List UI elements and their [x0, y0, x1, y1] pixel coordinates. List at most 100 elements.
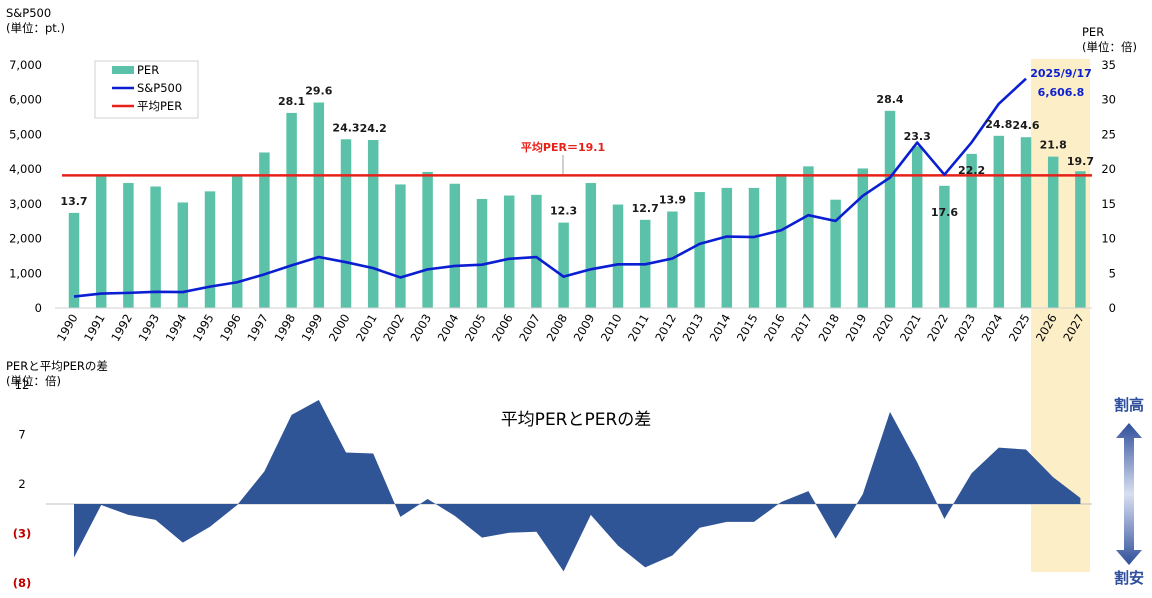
per-bar — [585, 183, 597, 308]
year-label: 2012 — [652, 312, 679, 344]
per-bar — [449, 183, 461, 308]
per-bar — [911, 146, 923, 308]
per-bar — [775, 174, 787, 308]
average-per-label: 平均PER＝19.1 — [521, 140, 605, 154]
per-bar — [857, 168, 869, 308]
sp500-latest-value: 6,606.8 — [1038, 86, 1085, 99]
per-bar — [884, 110, 896, 308]
right-axis-unit: (単位：倍) — [1082, 40, 1137, 54]
per-bar — [231, 176, 243, 308]
per-data-label: 28.1 — [278, 95, 305, 108]
per-bar — [966, 153, 977, 308]
per-bar — [340, 139, 352, 308]
bottom-axis-unit: (単位：倍) — [6, 374, 61, 388]
per-bar — [259, 152, 270, 308]
per-data-label: 24.6 — [1012, 119, 1039, 132]
right-tick-label: 20 — [1101, 162, 1116, 176]
per-bar — [422, 171, 433, 308]
left-tick-label: 7,000 — [9, 58, 42, 72]
per-bar — [286, 112, 297, 308]
arrow-top-label: 割高 — [1114, 396, 1144, 414]
per-bar — [313, 102, 325, 309]
per-bar — [177, 202, 189, 308]
left-tick-label: 0 — [35, 301, 42, 315]
year-label: 2010 — [598, 312, 625, 344]
x-axis-year-labels: 1990 1991 1992 1993 1994 1995 1996 1997 1998 1999… — [54, 312, 1087, 344]
per-bar — [1020, 137, 1032, 308]
legend-average-label: 平均PER — [137, 99, 182, 113]
year-label: 2016 — [761, 312, 788, 344]
year-label: 2021 — [897, 312, 924, 344]
year-label: 1993 — [135, 312, 162, 344]
per-data-label: 17.6 — [931, 206, 958, 219]
year-label: 2017 — [788, 312, 815, 344]
year-label: 1998 — [271, 312, 298, 344]
year-label: 1991 — [81, 312, 108, 344]
valuation-arrow: 割高 割安 — [1114, 396, 1144, 587]
legend-per-swatch — [112, 66, 134, 74]
sp500-latest-date: 2025/9/17 — [1030, 67, 1092, 80]
year-label: 2005 — [462, 312, 489, 344]
bottom-tick-label: 2 — [18, 477, 25, 491]
left-tick-label: 2,000 — [9, 232, 42, 246]
left-tick-label: 1,000 — [9, 266, 42, 280]
year-label: 2006 — [489, 312, 516, 344]
per-bar — [476, 198, 488, 308]
per-bar — [830, 199, 841, 308]
year-label: 1994 — [163, 312, 190, 344]
per-data-label: 13.7 — [60, 195, 87, 208]
year-label: 2014 — [707, 312, 734, 344]
year-label: 1995 — [190, 312, 217, 344]
bottom-tick-label: (8) — [13, 576, 32, 590]
year-label: 1990 — [54, 312, 81, 344]
per-bar — [150, 186, 161, 308]
left-axis-title: S&P500 — [6, 6, 51, 20]
per-bar — [367, 139, 379, 308]
per-bar — [803, 166, 814, 308]
per-bar — [95, 176, 107, 308]
per-bar — [748, 187, 760, 308]
per-bar — [1075, 171, 1086, 308]
year-label: 1996 — [217, 312, 244, 344]
legend-sp500-label: S&P500 — [137, 81, 182, 95]
bottom-axis-ticks: 12 7 2 (3) (8) — [13, 378, 32, 590]
left-tick-label: 6,000 — [9, 93, 42, 107]
per-data-label: 29.6 — [305, 84, 332, 97]
per-data-label: 24.8 — [985, 118, 1012, 131]
left-tick-label: 5,000 — [9, 127, 42, 141]
per-bar — [993, 135, 1005, 308]
sp500-line — [73, 77, 1027, 298]
year-label: 2015 — [734, 312, 761, 344]
year-label: 1992 — [108, 312, 135, 344]
right-axis-title: PER — [1082, 25, 1104, 39]
per-data-label: 19.7 — [1067, 155, 1094, 168]
year-label: 2024 — [979, 312, 1006, 344]
left-axis-ticks: 0 1,000 2,000 3,000 4,000 5,000 6,000 7,000 — [9, 58, 42, 315]
bottom-chart-title: 平均PERとPERの差 — [501, 410, 652, 430]
year-label: 2008 — [543, 312, 570, 344]
year-label: 1997 — [244, 312, 271, 344]
per-data-labels: 13.7 28.129.6 24.3 24.2 12.3 12.713.9 28.4 23.3… — [60, 84, 1094, 218]
per-data-label: 24.3 — [332, 121, 359, 134]
legend: PER S&P500 平均PER — [94, 60, 199, 119]
year-label: 2023 — [951, 312, 978, 344]
year-label: 2018 — [815, 312, 842, 344]
left-tick-label: 4,000 — [9, 162, 42, 176]
per-data-label: 12.7 — [632, 202, 659, 215]
bottom-axis-title: PERと平均PERの差 — [6, 359, 108, 373]
per-data-label: 28.4 — [876, 93, 903, 106]
double-arrow-icon — [1116, 423, 1142, 565]
right-tick-label: 0 — [1109, 301, 1116, 315]
year-label: 2000 — [326, 312, 353, 344]
per-data-label: 21.8 — [1040, 139, 1067, 152]
year-label: 2004 — [435, 312, 462, 344]
right-tick-label: 35 — [1101, 58, 1116, 72]
year-label: 2002 — [380, 312, 407, 344]
year-label: 2022 — [924, 312, 951, 344]
year-label: 2003 — [407, 312, 434, 344]
right-axis-ticks: 0 5 10 15 20 25 30 35 — [1101, 58, 1116, 315]
year-label: 2019 — [843, 312, 870, 344]
bottom-tick-label: 7 — [18, 428, 25, 442]
per-data-label: 12.3 — [550, 205, 577, 218]
per-bar — [939, 185, 950, 308]
